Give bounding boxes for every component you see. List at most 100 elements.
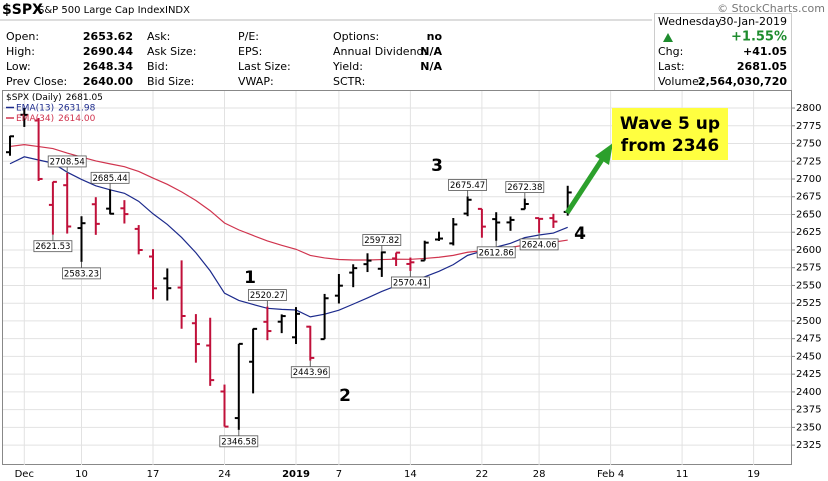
day: Wednesday [658,15,722,28]
price-label: 2520.27 [250,291,285,301]
date: 30-Jan-2019 [720,15,788,28]
price-label: 2708.54 [50,157,85,167]
field-label: VWAP: [238,75,274,88]
ema-line [9,144,568,261]
x-tick-label: 7 [336,469,342,480]
x-tick-label: 17 [147,469,160,480]
field-label: Ask Size: [147,45,196,58]
legend-name: EMA(13) [16,103,54,113]
legend-name: EMA(34) [16,114,54,124]
price-label-box [476,246,516,259]
price-label: 2621.53 [35,242,70,252]
field-label: Last Size: [238,60,291,73]
price-label: 2624.06 [522,240,557,250]
y-tick-label: 2350 [796,422,821,433]
y-tick-label: 2725 [796,156,821,167]
y-tick-label: 2675 [796,192,821,203]
y-tick-label: 2550 [796,280,821,291]
summary-value: 2,564,030,720 [698,75,787,88]
field-label: Prev Close: [6,75,67,88]
price-label: 2346.58 [221,437,256,447]
price-label-box [519,238,559,251]
summary-label: Volume: [658,75,703,88]
y-tick-label: 2525 [796,298,821,309]
x-tick-label: 28 [533,469,546,480]
field-value: 2648.34 [83,60,133,73]
field-label: Low: [6,60,31,73]
field-value: 2640.00 [83,75,133,88]
up-arrow-icon [663,33,673,42]
field-value: no [427,30,443,43]
legend-entry: $SPX (Daily) 2681.05 [6,93,103,103]
field-label: SCTR: [333,75,365,88]
price-label: 2570.41 [393,278,428,288]
price-label: 2672.38 [507,183,542,193]
wave-number: 4 [574,224,586,244]
price-label-box [448,179,488,191]
summary-value: 2681.05 [737,60,787,73]
price-label: 2612.86 [479,248,514,258]
x-tick-label: 2019 [282,469,310,480]
price-label-box [247,289,287,301]
field-label: Annual Dividend: [333,45,427,58]
wave-number: 1 [244,268,256,288]
wave-number: 3 [431,156,443,176]
exchange: INDX [165,5,190,16]
summary-label: Last: [658,60,685,73]
y-tick-label: 2325 [796,440,821,451]
field-label: P/E: [238,30,259,43]
x-tick-label: 19 [747,469,760,480]
y-tick-label: 2400 [796,387,821,398]
y-tick-label: 2750 [796,139,821,150]
legend-value: 2631.98 [58,103,95,113]
field-label: High: [6,45,35,58]
price-label-box [390,276,430,289]
legend-value: 2614.00 [58,114,95,124]
field-value: N/A [420,45,442,58]
x-tick-label: Dec [15,469,34,480]
field-value: N/A [420,60,442,73]
price-label: 2685.44 [93,174,128,184]
field-label: Bid: [147,60,168,73]
legend-value: 2681.05 [66,93,103,103]
callout-text: from 2346 [621,136,719,156]
price-label-box [362,234,402,246]
field-label: Open: [6,30,39,43]
legend-entry: EMA(34) 2614.00 [16,114,96,124]
legend-name: $SPX (Daily) [6,93,62,103]
field-value: 2690.44 [83,45,133,58]
price-label-box [90,171,130,184]
x-tick-label: 10 [75,469,88,480]
x-tick-label: Feb 4 [597,469,624,480]
price-label-box [47,155,87,168]
y-tick-label: 2800 [796,103,821,114]
x-tick-label: 22 [476,469,489,480]
y-tick-label: 2625 [796,227,821,238]
y-tick-label: 2500 [796,316,821,327]
y-tick-label: 2700 [796,174,821,185]
price-label-box [62,267,101,280]
legend-entry: EMA(13) 2631.98 [16,103,96,113]
symbol: $SPX [2,2,43,18]
y-tick-label: 2600 [796,245,821,256]
arrow-shaft [564,156,606,215]
arrow-head [595,143,613,165]
x-tick-label: 11 [676,469,689,480]
callout-box [612,108,728,160]
price-label: 2583.23 [64,269,99,279]
price-label-box [505,181,545,194]
price-label: 2443.96 [293,368,328,378]
field-label: EPS: [238,45,262,58]
wave-number: 2 [339,386,351,406]
summary-value: +41.05 [743,45,787,58]
field-label: Ask: [147,30,170,43]
summary-label: Chg: [658,45,683,58]
y-tick-label: 2375 [796,405,821,416]
index-name: S&P 500 Large Cap Index [38,5,165,16]
y-tick-label: 2450 [796,351,821,362]
price-label: 2675.47 [450,181,485,191]
field-label: Options: [333,30,379,43]
price-label-box [290,366,330,379]
y-tick-label: 2775 [796,121,821,132]
